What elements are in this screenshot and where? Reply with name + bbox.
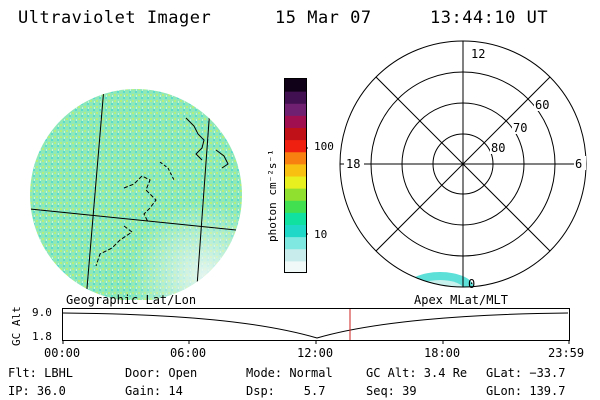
mlat-label-80: 80: [491, 141, 505, 155]
time-label: 13:44:10 UT: [430, 8, 549, 28]
instrument-title: Ultraviolet Imager: [18, 8, 212, 28]
colorbar-segment: [285, 224, 306, 238]
apex-caption: Apex MLat/MLT: [414, 293, 508, 307]
gc-alt-status: GC Alt: 3.4 Re: [366, 366, 468, 380]
mode-status: Mode: Normal: [246, 366, 333, 380]
coastline: [159, 161, 175, 181]
timeline-y-tick-9: 9.0: [32, 306, 52, 319]
dayglow-region: [30, 89, 242, 300]
mlt-label-18: 18: [346, 157, 360, 171]
coastline: [215, 149, 229, 169]
altitude-curve: [62, 312, 569, 339]
colorbar-segment: [285, 212, 306, 226]
colorbar-segment: [285, 79, 306, 92]
colorbar-segment: [285, 260, 306, 274]
ip-status: IP: 36.0: [8, 384, 66, 398]
seq-status: Seq: 39: [366, 384, 417, 398]
timeline-x-tick-1200: 12:00: [297, 346, 334, 360]
geographic-caption: Geographic Lat/Lon: [66, 293, 197, 307]
filter-status: Flt: LBHL: [8, 366, 74, 380]
mlt-label-12: 12: [471, 47, 485, 61]
colorbar-segment: [285, 176, 306, 189]
timeline-x-tick-2359: 23:59: [548, 346, 585, 360]
geographic-image-panel: [30, 89, 242, 300]
date-label: 15 Mar 07: [275, 8, 372, 28]
colorbar-tick-10: 10: [314, 228, 328, 241]
colorbar-segment: [285, 127, 306, 141]
door-status: Door: Open: [125, 366, 198, 380]
mlt-label-0: 0: [468, 277, 475, 291]
colorbar-segment: [285, 248, 306, 262]
colorbar: [284, 78, 308, 274]
timeline-y-axis-label: GC Alt: [10, 306, 23, 346]
colorbar-tick-100: 100: [314, 140, 334, 153]
timeline-x-tick-1800: 18:00: [424, 346, 461, 360]
coastline: [95, 225, 133, 267]
latitude-line: [30, 207, 237, 231]
colorbar-segment: [285, 139, 306, 153]
colorbar-segment: [285, 200, 306, 213]
orbit-altitude-timeline: [62, 308, 570, 344]
mlt-label-6: 6: [575, 157, 582, 171]
colorbar-unit-label: photon cm⁻²s⁻¹: [266, 149, 279, 242]
colorbar-segment: [285, 103, 306, 116]
colorbar-segment: [285, 115, 306, 129]
dsp-status: Dsp: 5.7: [246, 384, 326, 398]
timeline-y-tick-1-8: 1.8: [32, 330, 52, 343]
glat-status: GLat: −33.7: [486, 366, 566, 380]
colorbar-segment: [285, 151, 306, 165]
colorbar-segment: [285, 91, 306, 104]
coastline: [185, 117, 205, 161]
mlat-label-70: 70: [513, 121, 527, 135]
gain-status: Gain: 14: [125, 384, 183, 398]
timeline-x-tick-0600: 06:00: [170, 346, 207, 360]
longitude-line: [85, 89, 109, 300]
coastline: [123, 175, 157, 223]
colorbar-segment: [285, 236, 306, 250]
glon-status: GLon: 139.7: [486, 384, 566, 398]
colorbar-segment: [285, 163, 306, 177]
timeline-x-tick-0000: 00:00: [44, 346, 81, 360]
colorbar-segment: [285, 188, 306, 201]
mlat-mlt-polar-plot: 12 18 6 0 60 70 80: [339, 40, 587, 291]
mlat-label-60: 60: [535, 98, 549, 112]
timeline-frame: [62, 308, 570, 341]
